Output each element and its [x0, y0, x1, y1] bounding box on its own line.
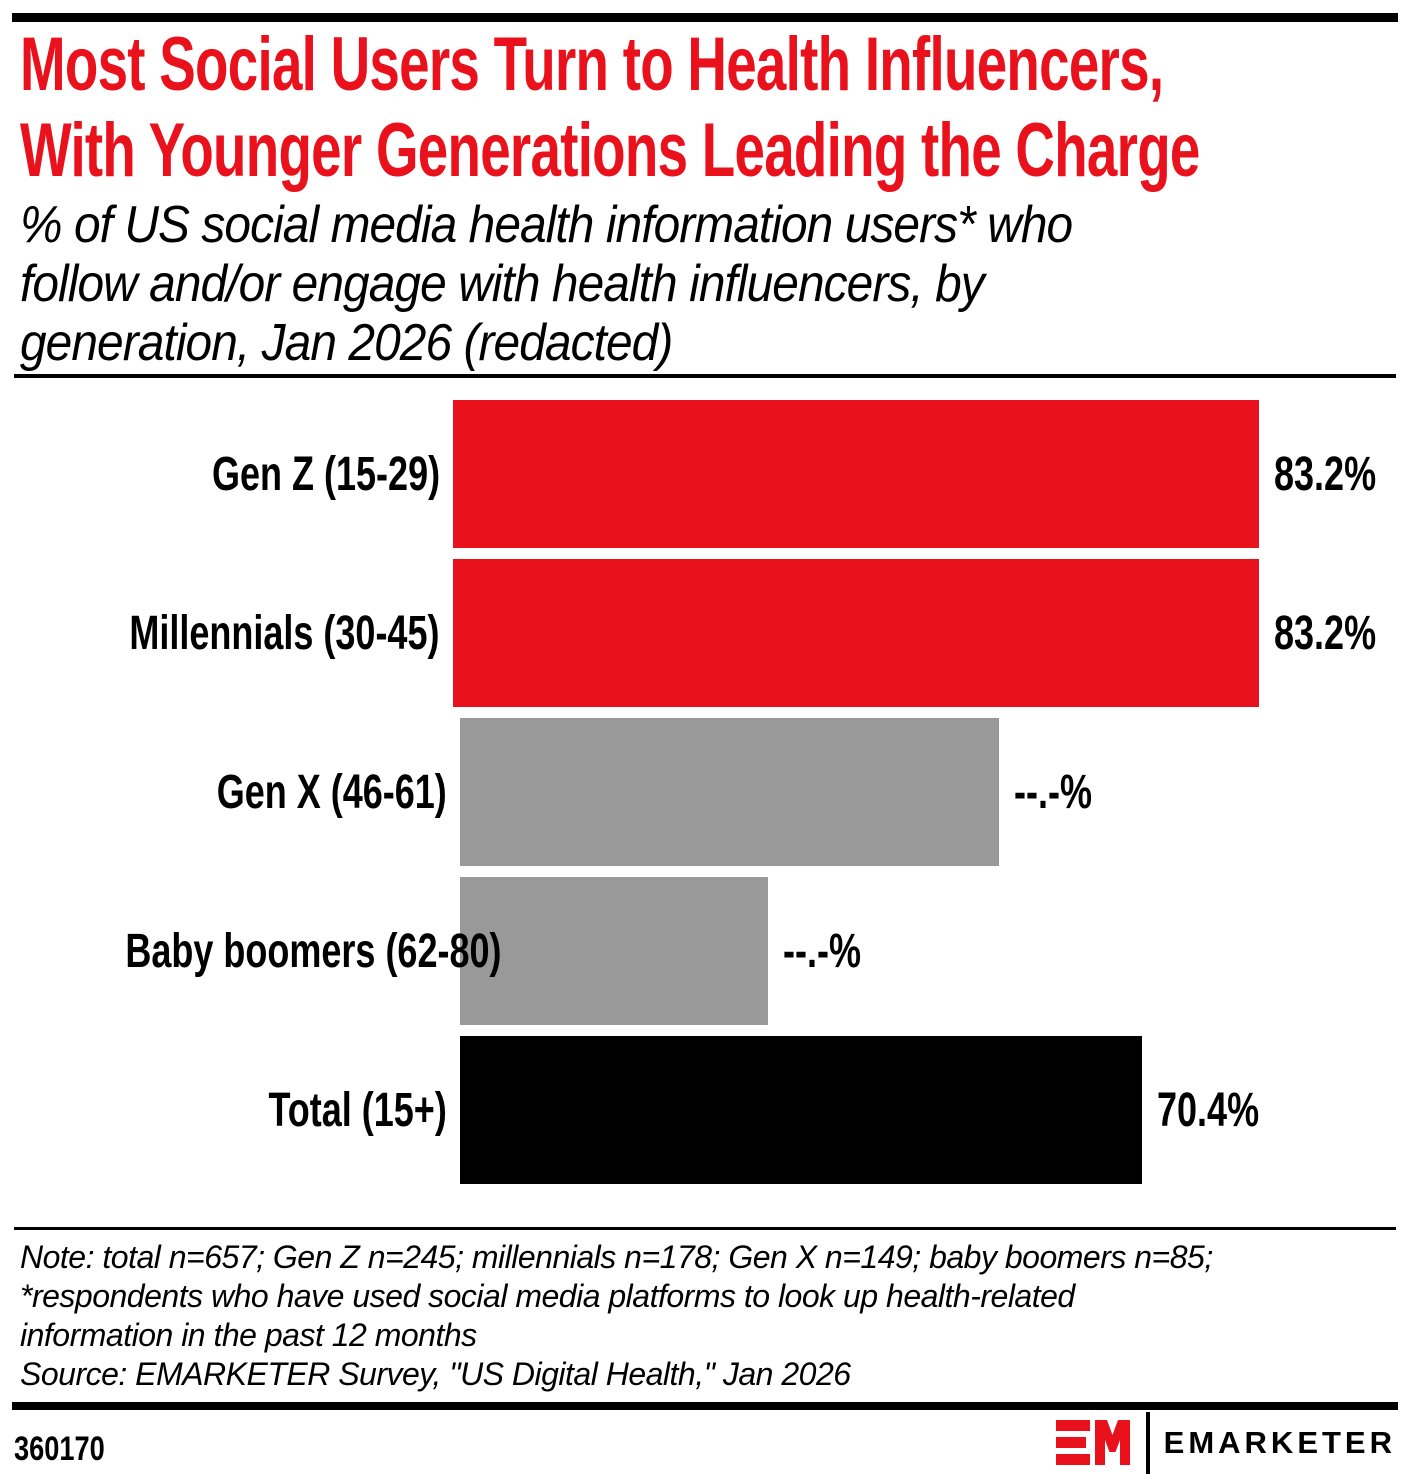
top-rule: [12, 13, 1398, 22]
bar-row: Total (15+) 70.4%: [0, 1036, 1410, 1184]
footnote: Note: total n=657; Gen Z n=245; millenni…: [20, 1238, 1396, 1394]
chart-subtitle: % of US social media health information …: [20, 196, 1410, 373]
footnote-line-3: information in the past 12 months: [20, 1317, 477, 1353]
value-label-text: 83.2%: [1273, 447, 1376, 501]
bar: [460, 718, 999, 866]
category-label: Gen X (46-61): [0, 765, 460, 820]
bar: [460, 877, 768, 1025]
value-label: --.-%: [783, 924, 887, 979]
value-label: --.-%: [1014, 765, 1118, 820]
footnote-line-1: Note: total n=657; Gen Z n=245; millenni…: [20, 1239, 1213, 1275]
category-label-text: Total (15+): [268, 1083, 447, 1137]
chart-id: 360170: [14, 1430, 105, 1468]
chart-title-line-2: With Younger Generations Leading the Cha…: [20, 108, 1200, 193]
chart-title-line-1: Most Social Users Turn to Health Influen…: [20, 22, 1164, 107]
category-label-text: Millennials (30-45): [129, 606, 440, 660]
value-label: 70.4%: [1157, 1083, 1293, 1138]
bar-row: Baby boomers (62-80) --.-%: [0, 877, 1410, 1025]
footnote-line-2: *respondents who have used social media …: [20, 1278, 1075, 1314]
emarketer-logo-icon: [1055, 1420, 1130, 1465]
source-line: Source: EMARKETER Survey, "US Digital He…: [20, 1356, 851, 1392]
bar-row: Gen Z (15-29) 83.2%: [0, 400, 1410, 548]
bar-row: Millennials (30-45) 83.2%: [0, 559, 1410, 707]
bar: [452, 559, 1259, 707]
bar-row: Gen X (46-61) --.-%: [0, 718, 1410, 866]
chart-header: Most Social Users Turn to Health Influen…: [20, 22, 1400, 373]
value-label-text: 70.4%: [1157, 1083, 1260, 1137]
category-label-text: Gen Z (15-29): [211, 447, 440, 501]
category-label-text: Baby boomers (62-80): [125, 924, 502, 978]
header-separator-rule: [14, 374, 1396, 378]
chart-title: Most Social Users Turn to Health Influen…: [20, 22, 1410, 194]
bar: [452, 400, 1259, 548]
category-label-text: Gen X (46-61): [216, 765, 447, 819]
category-label: Gen Z (15-29): [0, 447, 453, 502]
chart-subtitle-line-3: generation, Jan 2026 (redacted): [20, 314, 673, 372]
category-label: Baby boomers (62-80): [0, 924, 501, 979]
brand-wordmark: EMARKETER: [1163, 1425, 1396, 1460]
chart-subtitle-line-1: % of US social media health information …: [20, 196, 1073, 254]
value-label: 83.2%: [1274, 606, 1410, 661]
value-label-text: --.-%: [783, 924, 861, 978]
bar: [460, 1036, 1142, 1184]
category-label: Millennials (30-45): [0, 606, 453, 661]
value-label-text: 83.2%: [1273, 606, 1376, 660]
bar-chart: Gen Z (15-29) 83.2% Millennials (30-45) 83.…: [0, 400, 1410, 1195]
note-separator-rule: [14, 1227, 1396, 1230]
value-label-text: --.-%: [1014, 765, 1092, 819]
value-label: 83.2%: [1274, 447, 1410, 502]
brand-logo: EMARKETER: [1055, 1412, 1396, 1474]
footer-rule: [12, 1402, 1398, 1410]
category-label: Total (15+): [0, 1083, 460, 1138]
chart-subtitle-line-2: follow and/or engage with health influen…: [20, 255, 985, 313]
logo-divider: [1145, 1412, 1150, 1474]
